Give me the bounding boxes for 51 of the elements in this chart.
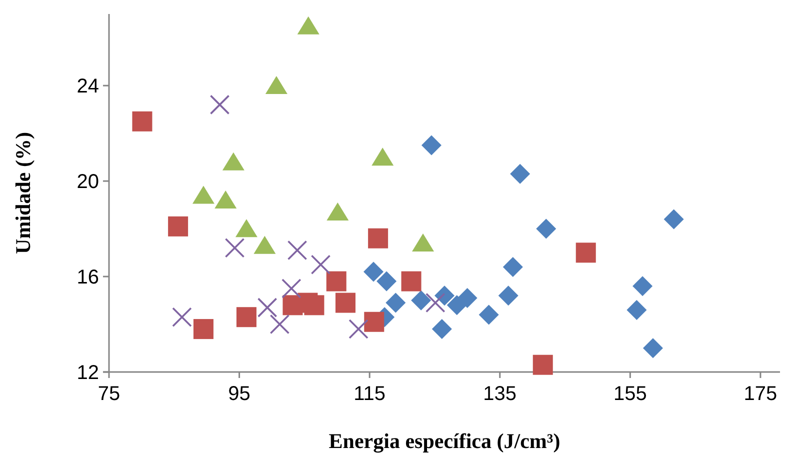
x-tick-label: 155 bbox=[613, 383, 647, 405]
point bbox=[502, 256, 523, 277]
point bbox=[432, 319, 452, 340]
point bbox=[236, 307, 256, 328]
point bbox=[368, 228, 388, 248]
point bbox=[642, 338, 663, 358]
y-tick-label: 24 bbox=[76, 76, 99, 98]
point bbox=[304, 295, 324, 316]
y-tick-label: 12 bbox=[76, 362, 99, 384]
point bbox=[632, 276, 653, 296]
point bbox=[172, 307, 192, 328]
x-axis-title: Energia específica (J/cm³) bbox=[328, 429, 560, 453]
point bbox=[386, 292, 406, 313]
point bbox=[376, 271, 397, 292]
point bbox=[348, 319, 368, 339]
point bbox=[363, 262, 384, 282]
point bbox=[401, 271, 422, 292]
point bbox=[576, 242, 596, 263]
point bbox=[132, 111, 152, 132]
point bbox=[532, 354, 553, 375]
x-tick-label: 135 bbox=[483, 383, 517, 405]
point bbox=[282, 278, 302, 298]
point bbox=[168, 216, 188, 236]
point bbox=[664, 209, 684, 230]
point bbox=[224, 238, 245, 258]
point bbox=[270, 314, 290, 334]
y-tick-label: 20 bbox=[76, 171, 99, 194]
point bbox=[626, 300, 647, 320]
point bbox=[287, 240, 308, 260]
point bbox=[193, 319, 214, 340]
point bbox=[257, 298, 278, 318]
point bbox=[498, 286, 518, 306]
point bbox=[310, 254, 331, 274]
point bbox=[335, 292, 356, 313]
point bbox=[425, 292, 446, 313]
point bbox=[510, 164, 530, 184]
point bbox=[434, 286, 454, 306]
point bbox=[536, 218, 556, 239]
x-tick-label: 175 bbox=[744, 383, 778, 405]
point bbox=[457, 288, 478, 308]
x-tick-label: 115 bbox=[354, 383, 386, 405]
point bbox=[210, 94, 230, 115]
y-axis-title: Umidade (%) bbox=[11, 132, 35, 254]
point bbox=[326, 271, 346, 292]
point bbox=[411, 290, 432, 310]
x-tick-label: 95 bbox=[228, 383, 250, 405]
point bbox=[421, 135, 442, 156]
x-tick-label: 75 bbox=[98, 383, 120, 405]
point bbox=[478, 304, 499, 325]
y-tick-label: 16 bbox=[76, 266, 99, 289]
point bbox=[364, 312, 384, 332]
